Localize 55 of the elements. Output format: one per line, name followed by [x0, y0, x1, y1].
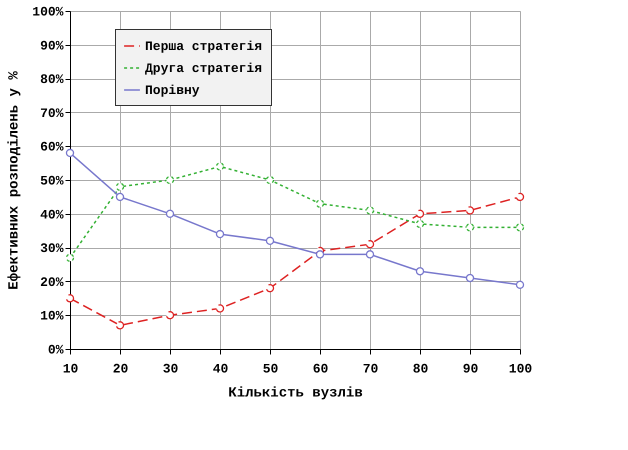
point: [316, 199, 324, 208]
point: [466, 223, 474, 232]
x-tick-label: 50: [262, 362, 278, 376]
point: [366, 250, 374, 259]
x-tick-label: 40: [212, 362, 228, 376]
point: [516, 280, 524, 289]
point: [116, 321, 124, 330]
x-tick-label: 100: [508, 362, 532, 376]
point: [316, 250, 324, 259]
x-tick-label: 90: [462, 362, 478, 376]
point: [166, 176, 174, 184]
x-tick-label: 80: [412, 362, 428, 376]
x-tick-label: 20: [112, 362, 128, 376]
y-tick-label: 80%: [40, 72, 64, 88]
point: [516, 192, 524, 202]
point: [516, 223, 524, 232]
point: [66, 294, 74, 302]
point: [66, 254, 74, 262]
point: [416, 210, 424, 218]
legend-label: Друга стратегія: [145, 61, 262, 76]
point: [416, 267, 424, 276]
point: [266, 236, 274, 246]
point: [416, 220, 424, 228]
y-tick-label: 10%: [40, 308, 64, 324]
point: [116, 182, 124, 191]
y-tick-label: 50%: [40, 174, 64, 188]
point: [266, 284, 274, 292]
y-tick-label: 100%: [32, 4, 64, 20]
x-tick-label: 70: [362, 362, 378, 376]
y-tick-label: 90%: [40, 38, 64, 54]
point: [466, 206, 474, 215]
y-tick-label: 70%: [40, 106, 64, 121]
point: [366, 206, 374, 215]
point: [216, 304, 224, 313]
x-tick-label: 10: [62, 362, 78, 376]
y-tick-label: 40%: [40, 207, 64, 222]
y-tick-label: 0%: [48, 342, 64, 358]
point: [116, 192, 124, 202]
legend-label: Порівну: [145, 83, 200, 98]
point: [266, 176, 274, 184]
point: [66, 148, 74, 158]
y-axis-title: Ефективних розподілень у %: [6, 70, 22, 290]
x-tick-label: 60: [312, 362, 328, 376]
point: [216, 162, 224, 171]
x-axis-title: Кількість вузлів: [228, 386, 363, 402]
x-tick-label: 30: [162, 362, 178, 376]
point: [216, 230, 224, 238]
y-tick-label: 60%: [40, 140, 64, 155]
point: [166, 210, 174, 218]
point: [166, 311, 174, 320]
y-tick-label: 30%: [40, 241, 64, 256]
legend-label: Перша стратегія: [145, 39, 262, 54]
point: [366, 240, 374, 248]
y-tick-label: 20%: [40, 274, 64, 290]
point: [466, 274, 474, 282]
